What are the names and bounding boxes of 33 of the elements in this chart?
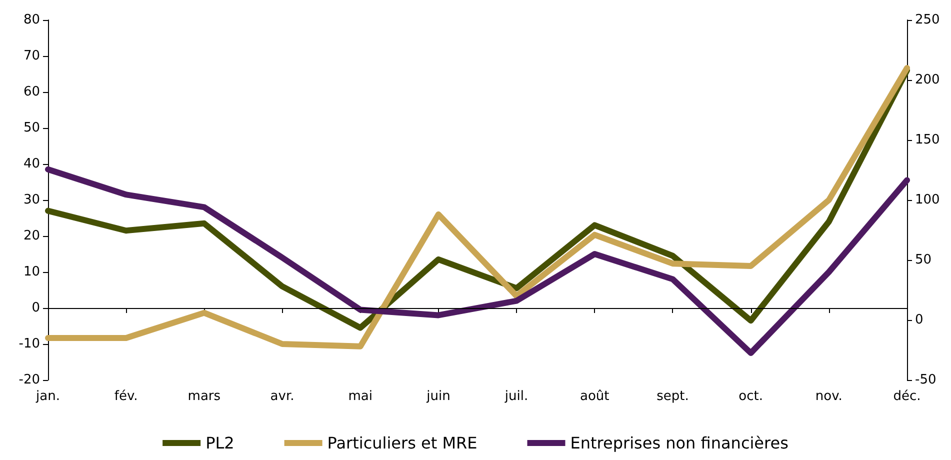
y-tick-label: 10 bbox=[23, 264, 40, 280]
y-tick-label: 20 bbox=[23, 228, 40, 244]
y2-tick-label: 0 bbox=[915, 312, 924, 328]
x-tick-label: août bbox=[580, 389, 610, 404]
y-tick-label: -10 bbox=[18, 336, 40, 352]
x-tick-label: mars bbox=[188, 389, 221, 404]
y-tick-label: 50 bbox=[23, 120, 40, 136]
y2-tick-label: 50 bbox=[915, 252, 932, 268]
x-tick-label: nov. bbox=[815, 389, 842, 404]
x-tick-label: juil. bbox=[504, 389, 528, 404]
legend-label: Particuliers et MRE bbox=[327, 434, 478, 452]
y-tick-label: 60 bbox=[23, 84, 40, 100]
y2-tick-label: 100 bbox=[915, 192, 940, 208]
y2-tick-label: 150 bbox=[915, 132, 940, 148]
x-tick-label: jan. bbox=[35, 389, 60, 404]
x-tick-label: oct. bbox=[738, 389, 763, 404]
x-tick-label: sept. bbox=[656, 389, 689, 404]
x-tick-label: juin bbox=[426, 389, 450, 404]
y2-tick-label: 200 bbox=[915, 72, 940, 88]
legend-label: Entreprises non financières bbox=[570, 434, 788, 452]
y-tick-label: 40 bbox=[23, 156, 40, 172]
x-tick-label: déc. bbox=[893, 389, 921, 404]
y-tick-label: 80 bbox=[23, 12, 40, 28]
x-tick-label: fév. bbox=[114, 389, 138, 404]
legend-label: PL2 bbox=[206, 434, 234, 452]
x-tick-label: avr. bbox=[270, 389, 294, 404]
x-tick-label: mai bbox=[348, 389, 372, 404]
y-tick-label: -20 bbox=[18, 372, 40, 388]
y2-tick-label: -50 bbox=[915, 372, 936, 388]
y-tick-label: 30 bbox=[23, 192, 40, 208]
y-tick-label: 70 bbox=[23, 48, 40, 64]
y2-tick-label: 250 bbox=[915, 12, 940, 28]
y-tick-label: 0 bbox=[32, 300, 40, 316]
